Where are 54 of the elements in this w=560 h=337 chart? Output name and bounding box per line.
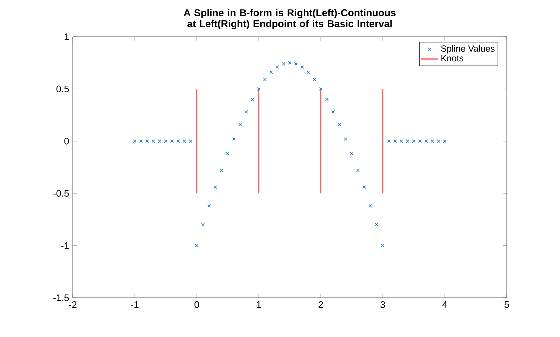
legend-label: Knots <box>442 55 464 62</box>
point <box>288 61 292 65</box>
x-tick-label: 3 <box>380 302 386 308</box>
x-tick-label: 0 <box>194 302 200 308</box>
y-tick-label: -1 <box>61 242 70 250</box>
point <box>418 140 422 144</box>
point <box>375 223 379 227</box>
point <box>257 87 261 91</box>
y-tick-label: 0 <box>64 138 70 145</box>
chart-title: A Spline in B-form is Right(Left)-Continuous at Left(Right) Endpoint of its Basic Interval <box>184 9 396 30</box>
point <box>201 223 205 227</box>
point <box>195 244 199 248</box>
point <box>238 122 242 126</box>
point <box>387 140 391 144</box>
y-tick-label: -1.5 <box>54 294 70 302</box>
point <box>158 140 162 144</box>
point <box>406 140 410 144</box>
point <box>362 186 366 190</box>
point <box>381 244 385 248</box>
point <box>276 66 280 69</box>
x-tick-label: 4 <box>442 302 448 308</box>
point <box>412 140 416 144</box>
x-tick-label: -2 <box>69 302 77 308</box>
point <box>133 140 137 144</box>
y-tick-label: -0.5 <box>54 190 70 197</box>
point <box>170 140 174 144</box>
point <box>332 110 336 114</box>
y-tick-label: 1 <box>64 34 70 40</box>
point <box>325 98 329 102</box>
x-tick-label: 1 <box>257 302 262 308</box>
point <box>244 110 248 114</box>
point <box>350 152 354 156</box>
legend-label: Spline Values <box>441 45 495 54</box>
point <box>189 140 193 144</box>
point <box>226 152 230 156</box>
point <box>251 98 255 102</box>
point <box>282 62 286 66</box>
point <box>306 70 310 74</box>
point <box>214 186 218 190</box>
point <box>300 66 304 69</box>
point <box>338 122 342 126</box>
point <box>220 168 224 172</box>
point <box>139 140 143 144</box>
point <box>294 62 298 66</box>
point <box>319 87 323 91</box>
y-tick-label: 0.5 <box>56 86 70 93</box>
x-tick-label: 2 <box>318 302 324 308</box>
x-tick-label: 5 <box>504 302 510 308</box>
point <box>164 140 168 144</box>
point <box>443 140 447 144</box>
point <box>356 168 360 172</box>
x-tick-label: -1 <box>131 302 139 308</box>
point <box>437 140 441 144</box>
point <box>270 70 274 74</box>
